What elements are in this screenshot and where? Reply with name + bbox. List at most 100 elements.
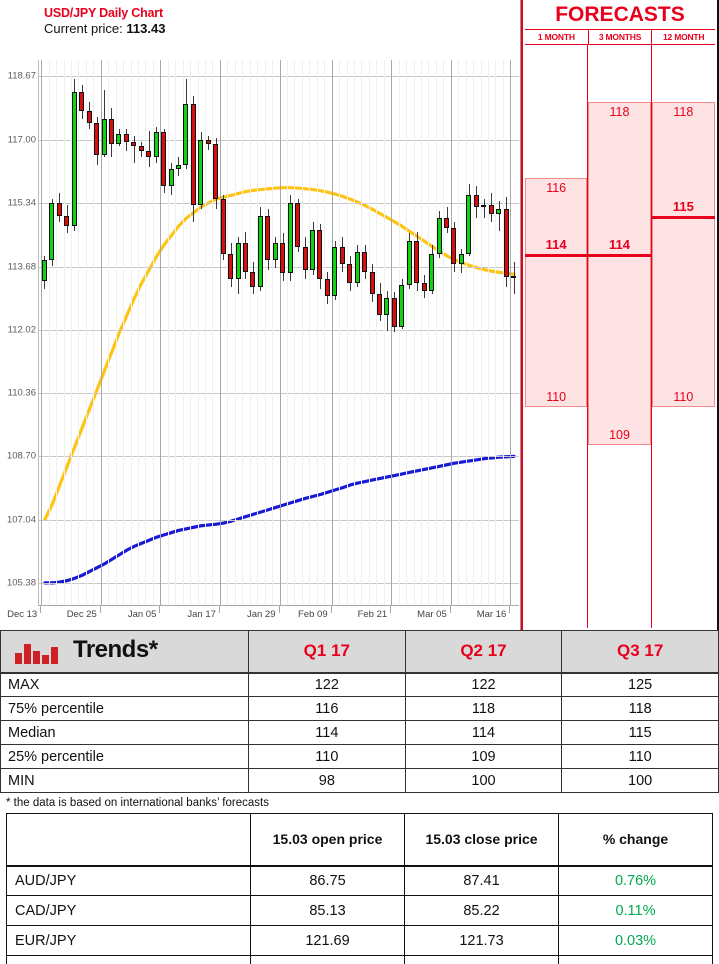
chart-gridline-vertical — [406, 60, 408, 605]
trends-cell-value: 122 — [248, 672, 406, 697]
chart-gridline-vertical — [331, 60, 333, 605]
chart-gridline-vertical — [473, 60, 475, 605]
chart-gridline-vertical — [279, 60, 281, 605]
chart-y-axis-label: 113.68 — [7, 261, 36, 273]
candlestick-body-bearish — [161, 132, 167, 186]
chart-header: USD/JPY Daily Chart Current price: 113.4… — [44, 6, 165, 36]
chart-gridline-horizontal — [39, 582, 519, 584]
chart-gridline-vertical — [272, 60, 274, 605]
chart-gridline-vertical — [264, 60, 266, 605]
chart-gridline-vertical — [85, 60, 87, 605]
trends-quarter-header-3: Q3 17 — [561, 630, 719, 674]
table-row: AUD/JPY 86.75 87.41 0.76% — [6, 865, 713, 896]
chart-x-axis-tick — [390, 606, 392, 613]
trends-title-cell: Trends* — [0, 630, 249, 674]
chart-gridline-vertical — [48, 60, 50, 605]
chart-gridline-vertical — [286, 60, 288, 605]
chart-x-axis: Dec 13 Dec 25 Jan 05 Jan 17 Jan 29 Feb 09 Feb … — [7, 605, 519, 627]
chart-gridline-vertical — [301, 60, 303, 605]
candlestick-body-bullish — [235, 242, 241, 280]
chart-gridline-horizontal — [39, 266, 519, 268]
chart-gridline-vertical — [197, 60, 199, 605]
chart-x-axis-tick — [330, 606, 332, 613]
forecast-range-box — [588, 101, 651, 445]
chart-gridline-vertical — [227, 60, 229, 605]
chart-x-axis-tick — [99, 606, 101, 613]
candlestick-body-bullish — [310, 229, 315, 270]
trends-bars-logo-icon — [15, 642, 58, 664]
chart-gridline-vertical — [487, 60, 489, 605]
chart-gridline-vertical — [123, 60, 125, 605]
chart-x-axis-tick — [40, 606, 42, 613]
forecast-median-line — [525, 254, 588, 258]
chart-gridline-vertical — [383, 60, 385, 605]
chart-gridline-vertical — [316, 60, 318, 605]
chart-x-axis-label: Mar 16 — [476, 609, 507, 620]
chart-x-axis-label: Feb 09 — [298, 609, 328, 620]
current-price-line: Current price: 113.43 — [44, 21, 165, 36]
trends-cell-value: 109 — [404, 744, 563, 769]
open-price-value: 121.69 — [250, 925, 405, 956]
candlestick-body-bearish — [123, 134, 129, 142]
chart-x-axis-tick — [278, 606, 280, 613]
candlestick-wick — [483, 199, 485, 219]
chart-gridline-vertical — [234, 60, 236, 605]
candlestick-body-bullish — [198, 140, 204, 205]
chart-x-axis-tick — [218, 606, 220, 613]
candlestick-body-bearish — [265, 216, 271, 261]
chart-gridline-vertical — [138, 60, 140, 605]
chart-gridline-vertical — [257, 60, 259, 605]
table-row: MAX 122 122 125 — [0, 672, 719, 697]
candlestick-wick — [133, 136, 135, 163]
candlestick-body-bullish — [153, 132, 159, 158]
close-price-value: 85.22 — [404, 895, 559, 926]
chart-x-axis-label: Feb 21 — [357, 609, 388, 620]
chart-y-axis-label: 112.02 — [7, 324, 36, 336]
chart-x-axis-label: Jan 29 — [246, 609, 276, 620]
chart-x-axis-label: Dec 25 — [66, 609, 97, 620]
chart-gridline-vertical — [152, 60, 154, 605]
chart-gridline-vertical — [450, 60, 452, 605]
candlestick-body-bearish — [473, 195, 479, 207]
chart-gridline-vertical — [443, 60, 445, 605]
price-header-1: 15.03 open price — [250, 813, 405, 867]
chart-gridline-vertical — [242, 60, 244, 605]
chart-gridline-vertical — [56, 60, 58, 605]
candlestick-body-bullish — [168, 168, 174, 186]
forecast-median-label: 114 — [545, 237, 567, 253]
candlestick-body-bullish — [175, 164, 181, 169]
open-price-value: 85.13 — [250, 895, 405, 926]
trends-footnote: * the data is based on international ban… — [6, 797, 269, 809]
chart-gridline-horizontal — [39, 329, 519, 331]
chart-and-forecast-section: USD/JPY Daily Chart Current price: 113.4… — [6, 0, 719, 630]
candlestick-body-bearish — [280, 242, 286, 274]
chart-gridline-vertical — [368, 60, 370, 605]
forecast-median-line — [588, 254, 651, 258]
trends-title: Trends* — [73, 636, 158, 663]
forecast-high-label: 118 — [609, 104, 630, 119]
trends-row-label: 25% percentile — [0, 744, 249, 769]
chart-x-axis-tick — [159, 606, 161, 613]
trends-cell-value: 98 — [248, 768, 406, 793]
trends-row-label: Median — [0, 720, 249, 745]
candlestick-body-bearish — [362, 252, 368, 272]
chart-gridline-vertical — [294, 60, 296, 605]
candlestick-body-bullish — [481, 204, 487, 207]
candlestick-body-bearish — [79, 92, 85, 112]
chart-gridline-vertical — [41, 60, 43, 605]
chart-gridline-vertical — [71, 60, 73, 605]
chart-x-axis-label: Dec 13 — [7, 609, 38, 620]
forecast-high-label: 116 — [546, 181, 567, 196]
forecast-column-header-2: 3 MONTHS — [589, 30, 653, 44]
chart-gridline-vertical — [391, 60, 393, 605]
chart-gridline-vertical — [160, 60, 162, 605]
table-row: Median 114 114 115 — [0, 720, 719, 745]
candlestick-body-bullish — [429, 254, 435, 291]
candlestick-body-bearish — [220, 199, 226, 255]
chart-gridline-vertical — [145, 60, 147, 605]
chart-gridline-vertical — [495, 60, 497, 605]
forecast-low-label: 110 — [673, 389, 694, 404]
candlestick-body-bullish — [49, 202, 55, 261]
price-header-blank — [6, 813, 251, 867]
chart-gridline-horizontal — [39, 519, 519, 521]
